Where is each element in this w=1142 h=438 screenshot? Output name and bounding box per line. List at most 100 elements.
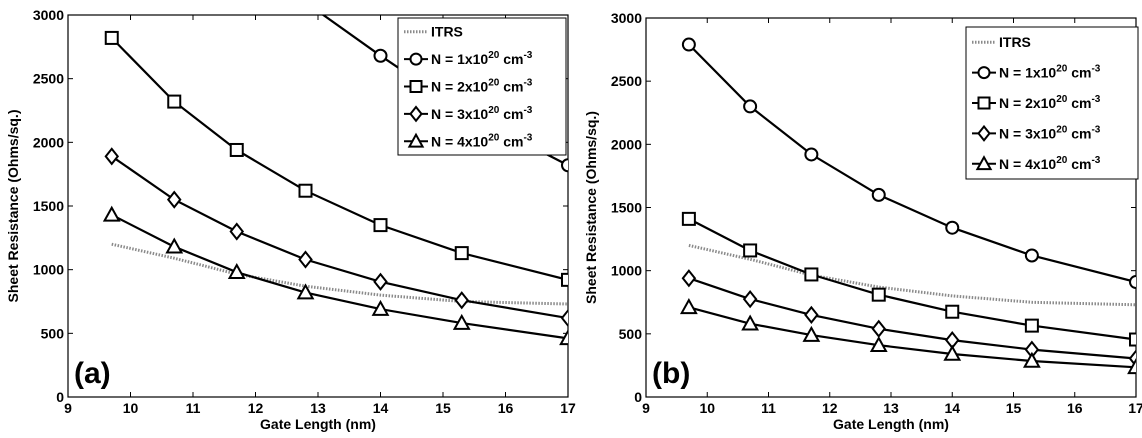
y-tick-label: 3000 (33, 7, 64, 23)
legend-label-unit-exponent: -3 (1091, 155, 1100, 166)
legend-marker-square (977, 96, 991, 110)
data-point-circle (373, 48, 388, 63)
data-point-circle (561, 158, 568, 173)
legend-marker-square (409, 80, 423, 93)
legend-label-unit-exponent: -3 (523, 78, 532, 89)
data-point-triangle (943, 344, 962, 361)
legend-label-base: N = 2x10 (431, 79, 488, 95)
data-point-square (229, 142, 244, 157)
y-tick-label: 500 (619, 326, 643, 342)
legend-marker-diamond (977, 124, 991, 142)
data-point-triangle (371, 299, 390, 316)
y-tick-label: 1500 (33, 198, 64, 214)
data-point-square (945, 304, 960, 319)
legend-label-unit-exponent: -3 (1091, 64, 1100, 75)
data-point-triangle (102, 205, 121, 222)
data-point-triangle (1022, 351, 1041, 368)
x-axis-title: Gate Length (nm) (260, 416, 376, 432)
legend-label-unit: cm (1067, 65, 1091, 81)
legend-label-unit: cm (499, 133, 523, 149)
series-line-2 (688, 217, 1136, 341)
data-point-triangle (869, 335, 888, 352)
series-line-0 (688, 243, 1136, 307)
legend-label-unit: cm (1067, 156, 1091, 172)
x-axis-title: Gate Length (nm) (833, 416, 949, 432)
legend-label: ITRS (431, 24, 463, 40)
x-tick-label: 14 (944, 400, 960, 416)
legend-label-exponent: 20 (1056, 155, 1068, 166)
legend-label-exponent: 20 (1056, 124, 1068, 135)
data-point-circle (743, 99, 758, 114)
data-point-circle (945, 220, 960, 235)
data-point-square (561, 272, 568, 287)
data-point-square (681, 211, 696, 226)
legend-label-exponent: 20 (488, 78, 500, 89)
y-tick-label: 2500 (611, 73, 642, 89)
data-point-triangle (165, 237, 184, 254)
data-point-triangle (227, 262, 246, 279)
data-point-triangle (296, 283, 315, 300)
y-axis-title: Sheet Resistance (Ohms/sq.) (5, 110, 21, 303)
legend-label-exponent: 20 (488, 105, 500, 116)
x-tick-label: 10 (699, 400, 715, 416)
legend-label: N = 1x1020 cm-3 (999, 64, 1101, 81)
legend-label: N = 3x1020 cm-3 (431, 105, 533, 122)
y-tick-label: 0 (634, 389, 642, 405)
data-point-circle (1024, 248, 1039, 263)
x-tick-label: 9 (642, 400, 650, 416)
legend-label-exponent: 20 (488, 132, 500, 143)
x-tick-label: 12 (248, 400, 264, 416)
plot-area (679, 37, 1136, 375)
data-point-diamond (454, 291, 470, 310)
x-tick-label: 17 (560, 400, 576, 416)
x-tick-label: 15 (435, 400, 451, 416)
legend-label-unit: cm (499, 51, 523, 67)
data-point-square (804, 267, 819, 282)
data-point-square (1129, 332, 1136, 347)
data-point-square (743, 243, 758, 258)
data-point-circle (804, 147, 819, 162)
x-tick-label: 12 (822, 400, 838, 416)
chart-panel-a: 9 10 11 12 13 14 15 16 17 0 500 1000 1500 2000 2500 300… (5, 7, 576, 432)
legend-label-unit: cm (1067, 125, 1091, 141)
y-tick-label: 2000 (611, 136, 642, 152)
legend-label-base: N = 1x10 (999, 65, 1056, 81)
panel-label: (a) (74, 357, 111, 390)
legend-marker-circle (977, 66, 991, 80)
legend-label-base: N = 4x10 (999, 156, 1056, 172)
panel-label: (b) (652, 357, 690, 390)
legend-label-unit-exponent: -3 (1091, 124, 1100, 135)
y-tick-label: 2500 (33, 71, 64, 87)
data-point-diamond (229, 222, 245, 241)
legend-label: N = 1x1020 cm-3 (431, 50, 533, 67)
x-tick-label: 15 (1006, 400, 1022, 416)
legend-label-unit-exponent: -3 (1091, 94, 1100, 105)
y-tick-label: 1000 (611, 263, 642, 279)
data-point-diamond (166, 190, 182, 209)
x-tick-label: 11 (186, 400, 201, 416)
x-tick-label: 11 (761, 400, 776, 416)
y-tick-label: 2000 (33, 134, 64, 150)
y-tick-label: 3000 (611, 10, 642, 26)
y-tick-label: 500 (41, 325, 65, 341)
legend-label: N = 3x1020 cm-3 (999, 124, 1101, 141)
data-point-triangle (452, 313, 471, 330)
x-tick-label: 17 (1128, 400, 1142, 416)
data-point-square (454, 246, 469, 261)
legend-label: N = 2x1020 cm-3 (431, 78, 533, 95)
data-point-diamond (373, 272, 388, 291)
data-point-triangle (559, 329, 568, 346)
data-point-triangle (1127, 358, 1136, 375)
legend-label: N = 2x1020 cm-3 (999, 94, 1101, 111)
legend-marker-triangle (407, 132, 425, 148)
x-tick-label: 9 (64, 400, 72, 416)
chart-panel-b: 9 10 11 12 13 14 15 16 17 0 500 1000 1500 2000 2500 300… (583, 10, 1142, 432)
legend-label: N = 4x1020 cm-3 (999, 155, 1101, 172)
legend-marker-triangle (975, 155, 993, 171)
data-point-triangle (679, 298, 698, 315)
legend-label-unit: cm (499, 79, 523, 95)
data-point-square (871, 287, 886, 302)
data-point-diamond (871, 319, 887, 338)
